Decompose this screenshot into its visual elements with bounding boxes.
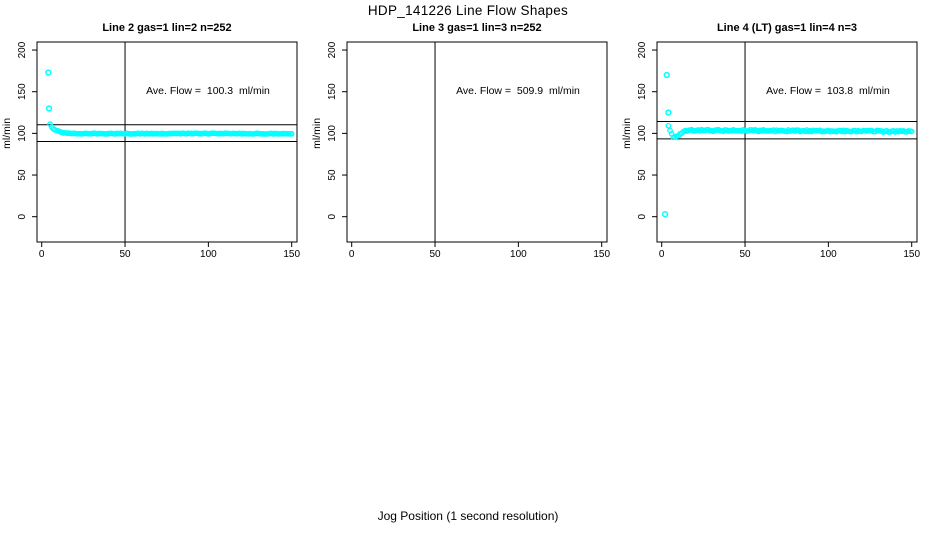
svg-text:0: 0	[17, 213, 28, 219]
line2-ave-flow-annotation: Ave. Flow = 100.3 ml/min	[146, 85, 270, 97]
svg-text:50: 50	[17, 169, 28, 181]
svg-text:50: 50	[119, 249, 131, 260]
panel-line3-title: Line 3 gas=1 lin=3 n=252	[412, 22, 542, 34]
svg-text:0: 0	[659, 249, 665, 260]
line3-plot-canvas: 0 50 100 150 0 50 100 150 200 ml/min	[311, 41, 610, 260]
svg-text:0: 0	[349, 249, 355, 260]
svg-text:100: 100	[510, 249, 527, 260]
svg-text:150: 150	[903, 249, 920, 260]
svg-text:ml/min: ml/min	[621, 118, 633, 149]
svg-text:150: 150	[327, 83, 338, 100]
svg-text:ml/min: ml/min	[1, 118, 13, 149]
x-axis-label: Jog Position (1 second resolution)	[377, 509, 559, 523]
svg-text:100: 100	[17, 125, 28, 142]
line4-ave-flow-annotation: Ave. Flow = 103.8 ml/min	[766, 85, 890, 97]
panel-line4: Line 4 (LT) gas=1 lin=4 n=3 0 50 100 150 0 50…	[621, 22, 936, 274]
svg-text:ml/min: ml/min	[311, 118, 323, 149]
line3-ave-flow-annotation: Ave. Flow = 509.9 ml/min	[456, 85, 580, 97]
svg-text:200: 200	[327, 41, 338, 58]
svg-text:200: 200	[17, 41, 28, 58]
svg-text:50: 50	[327, 169, 338, 181]
svg-text:150: 150	[593, 249, 610, 260]
svg-text:100: 100	[327, 125, 338, 142]
svg-text:150: 150	[283, 249, 300, 260]
panel-line2: Line 2 gas=1 lin=2 n=252 0 50 100 150 0 50 100…	[1, 22, 317, 274]
svg-text:50: 50	[637, 169, 648, 181]
panel-line2-title: Line 2 gas=1 lin=2 n=252	[102, 22, 232, 34]
svg-text:100: 100	[820, 249, 837, 260]
figure-title: HDP_141226 Line Flow Shapes	[367, 3, 569, 18]
line2-plot-canvas: 0 50 100 150 0 50 100 150 200 ml/min	[1, 41, 300, 260]
svg-text:150: 150	[637, 83, 648, 100]
svg-text:0: 0	[637, 213, 648, 219]
svg-text:50: 50	[739, 249, 751, 260]
svg-text:0: 0	[327, 213, 338, 219]
panel-line3: Line 3 gas=1 lin=3 n=252 0 50 100 150 0 50 100…	[311, 22, 627, 274]
svg-text:100: 100	[637, 125, 648, 142]
svg-text:100: 100	[200, 249, 217, 260]
svg-text:50: 50	[429, 249, 441, 260]
svg-text:200: 200	[637, 41, 648, 58]
panel-line4-title: Line 4 (LT) gas=1 lin=4 n=3	[716, 22, 858, 34]
svg-text:0: 0	[39, 249, 45, 260]
svg-text:150: 150	[17, 83, 28, 100]
line4-plot-canvas: 0 50 100 150 0 50 100 150 200 ml/min	[621, 41, 920, 260]
